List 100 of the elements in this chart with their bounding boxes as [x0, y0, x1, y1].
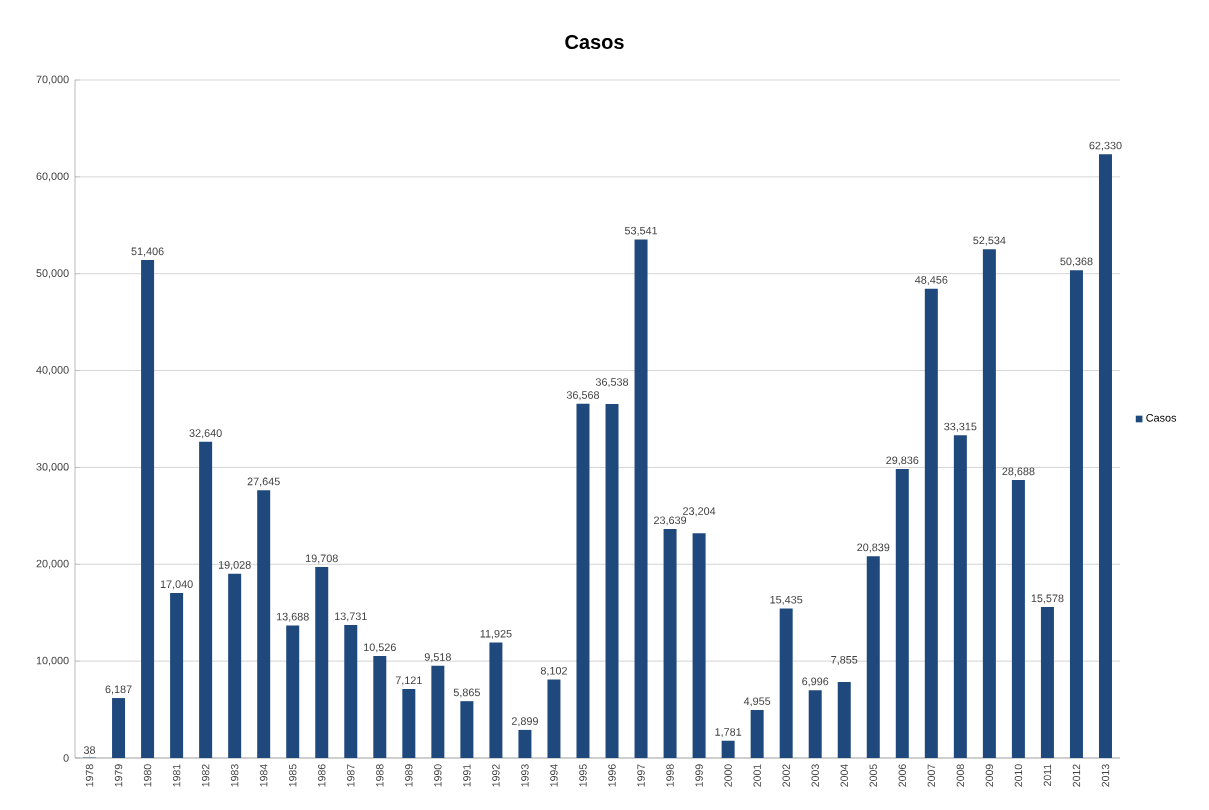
y-tick-label: 50,000	[36, 269, 69, 279]
bar	[489, 642, 503, 758]
text: 15,435	[770, 595, 803, 605]
bar	[982, 249, 996, 758]
x-tick-label: 2006	[898, 764, 907, 787]
bar	[141, 260, 155, 758]
bar	[837, 681, 851, 758]
bar	[228, 573, 242, 758]
bar	[1098, 154, 1112, 758]
x-tick-label: 2010	[1014, 764, 1023, 787]
x-tick-label: 1988	[376, 764, 384, 787]
x-tick-label: 1997	[637, 764, 645, 787]
x-tick-label: 2000	[724, 764, 732, 787]
text: 53,541	[624, 226, 658, 236]
x-tick-label: 1991	[463, 764, 471, 787]
bar	[431, 665, 445, 758]
text: 29,836	[886, 456, 919, 466]
x-tick-label: 1985	[288, 764, 297, 787]
x-tick-label: 2005	[869, 764, 877, 787]
bar	[692, 533, 706, 758]
bar	[953, 435, 967, 758]
text: 13,731	[335, 612, 367, 622]
bar	[315, 567, 329, 758]
text: 19,028	[218, 561, 251, 571]
bar	[286, 625, 300, 758]
x-tick-label: 1982	[201, 764, 210, 787]
text: 52,534	[973, 236, 1006, 246]
x-tick-label: 1996	[608, 764, 616, 787]
x-tick-label: 1998	[666, 764, 674, 787]
x-tick-label: 2001	[753, 764, 761, 787]
text: 48,456	[915, 276, 948, 285]
y-tick-label: 30,000	[36, 462, 69, 472]
x-tick-label: 2007	[927, 764, 936, 787]
bar	[866, 556, 880, 758]
bar	[576, 403, 590, 758]
text: 23,639	[654, 516, 687, 526]
bar	[634, 239, 648, 758]
text: 8,102	[540, 666, 567, 676]
text: 4,955	[743, 697, 771, 707]
x-tick-label: 2011	[1043, 764, 1052, 786]
chart-title: Casos	[565, 34, 624, 50]
bar	[199, 441, 213, 758]
x-tick-label: 1984	[259, 764, 268, 787]
bar	[257, 490, 271, 758]
text: 23,204	[683, 507, 716, 517]
legend-label: Casos	[1146, 413, 1177, 422]
text: 36,538	[595, 378, 629, 388]
x-tick-label: 1980	[143, 764, 152, 787]
text: 51,406	[131, 247, 164, 257]
x-tick-label: 1990	[434, 764, 442, 787]
x-tick-label: 2013	[1101, 764, 1110, 787]
text: 32,640	[189, 429, 222, 439]
text: 6,187	[105, 685, 132, 695]
text: 2,899	[511, 717, 538, 727]
text: 28,688	[1002, 467, 1035, 477]
y-tick-label: 60,000	[36, 172, 69, 182]
x-tick-label: 2008	[956, 764, 965, 787]
y-tick-label: 40,000	[36, 366, 69, 376]
bar	[112, 698, 126, 758]
x-tick-label: 2002	[782, 764, 790, 787]
text: 5,865	[453, 688, 480, 698]
bar	[1069, 270, 1083, 758]
bar	[460, 701, 474, 758]
x-tick-label: 1999	[695, 764, 703, 787]
x-tick-label: 1987	[347, 764, 355, 787]
bar	[1040, 607, 1054, 758]
bar	[721, 740, 735, 758]
text: 17,040	[160, 580, 193, 590]
y-tick-label: 10,000	[36, 656, 69, 666]
x-tick-label: 1983	[230, 764, 239, 787]
text: 13,688	[276, 612, 309, 622]
bar	[605, 404, 619, 758]
x-tick-label: 1992	[492, 764, 500, 787]
y-tick-label: 70,000	[36, 75, 69, 85]
bar	[779, 608, 793, 758]
bar	[663, 529, 677, 758]
x-tick-label: 1995	[579, 764, 587, 787]
x-tick-label: 1994	[550, 764, 558, 787]
x-tick-label: 2012	[1072, 764, 1081, 787]
bar	[808, 690, 822, 758]
x-tick-label: 2004	[840, 764, 848, 787]
x-tick-label: 1978	[85, 764, 94, 787]
bar	[547, 679, 561, 758]
x-tick-label: 2009	[985, 764, 994, 787]
text: 15,578	[1031, 594, 1064, 604]
text: 62,330	[1089, 141, 1122, 151]
x-tick-label: 1989	[405, 764, 413, 787]
text: 7,121	[395, 676, 422, 686]
text: 27,645	[247, 477, 280, 487]
text: 36,568	[566, 391, 600, 401]
text: 33,315	[944, 422, 977, 432]
text: 19,708	[306, 554, 338, 564]
text: 11,925	[480, 629, 512, 639]
text: 10,526	[364, 643, 396, 653]
bar	[402, 689, 416, 758]
x-tick-label: 1993	[521, 764, 529, 787]
x-tick-label: 1979	[114, 764, 123, 787]
bar	[373, 656, 387, 758]
bar	[924, 288, 938, 758]
bar	[750, 709, 764, 758]
